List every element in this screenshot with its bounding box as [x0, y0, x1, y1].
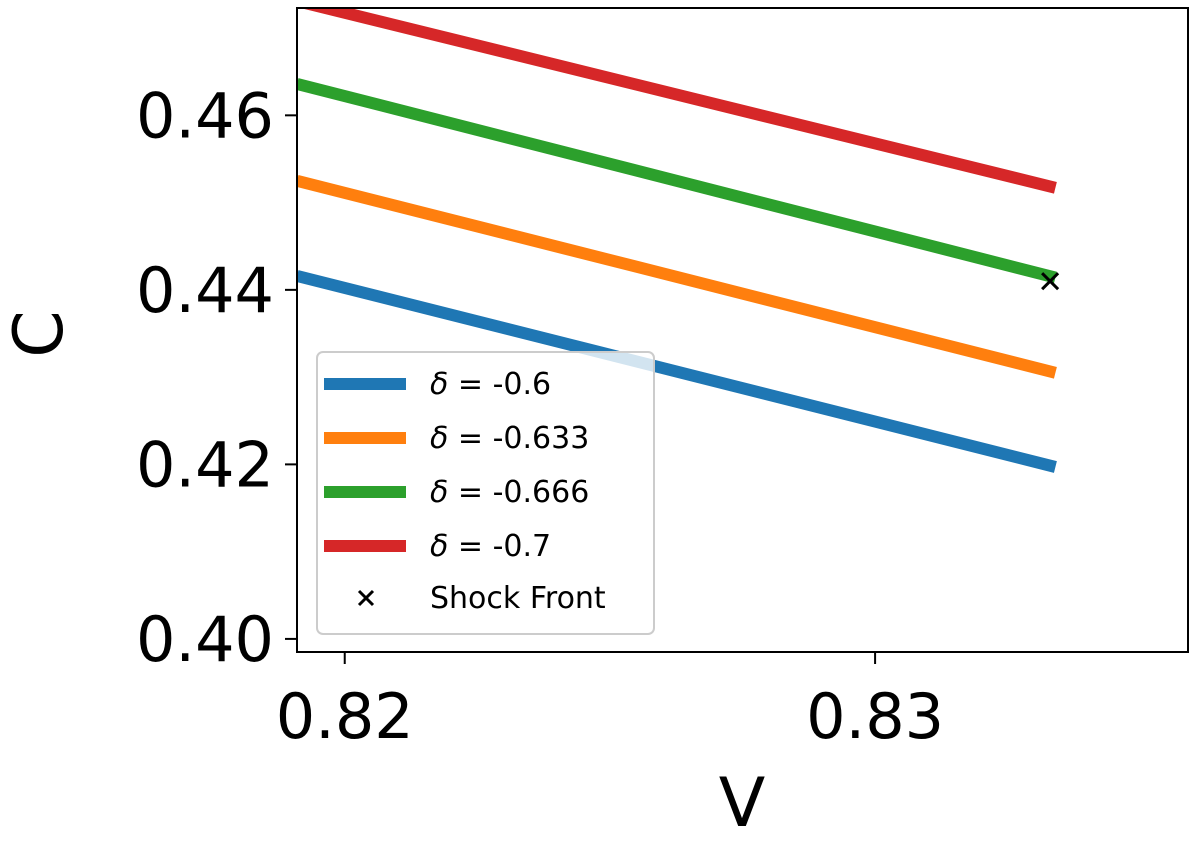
marker-shock-front-0: [1041, 272, 1060, 291]
legend-frame: [316, 351, 655, 635]
series-line-0: [297, 270, 1057, 473]
y-tick-label-3: 0.46: [136, 79, 274, 152]
series-line-3: [300, 8, 1057, 194]
legend-label-0: δ = -0.6: [430, 367, 551, 402]
y-axis-label: C: [0, 310, 79, 357]
y-tick-label-1: 0.42: [136, 428, 274, 501]
x-axis-label: V: [719, 764, 766, 842]
legend: δ = -0.6 δ = -0.633 δ = -0.666 δ = -0.7 Shoc…: [316, 351, 655, 635]
y-tick-label-0: 0.40: [136, 603, 274, 676]
legend-label-3: δ = -0.7: [430, 529, 551, 564]
plot-frame: [296, 7, 1189, 653]
x-tick-label-1: 0.83: [806, 680, 944, 753]
legend-marker-0: [357, 589, 375, 607]
series-line-1: [297, 174, 1057, 379]
x-tick-label-0: 0.82: [276, 680, 414, 753]
legend-label-2: δ = -0.666: [430, 475, 589, 510]
y-tick-label-2: 0.44: [136, 254, 274, 327]
legend-label-marker-0: Shock Front: [430, 581, 606, 616]
legend-label-1: δ = -0.633: [430, 421, 589, 456]
series-line-2: [297, 78, 1057, 284]
